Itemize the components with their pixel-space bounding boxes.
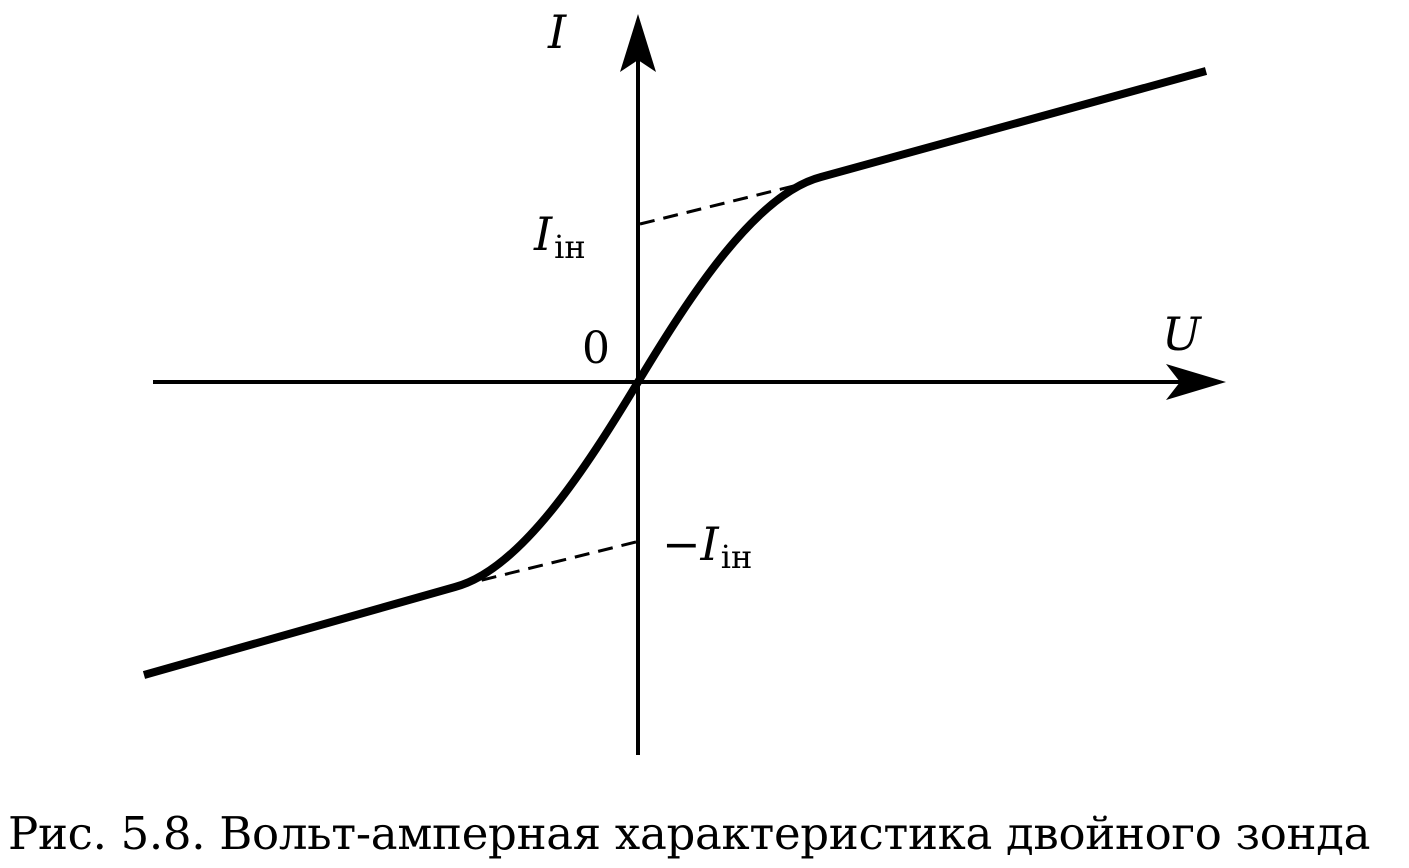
saturation-current-negative-label: −Iiн — [662, 517, 752, 576]
i-axis — [620, 14, 656, 755]
saturation-current-positive-subscript: iн — [554, 228, 586, 266]
iv-curve — [142, 67, 1208, 679]
iv-characteristic-diagram: I U 0 Iiн −Iiн — [142, 5, 1226, 755]
saturation-current-positive-main: I — [533, 207, 553, 261]
u-axis — [153, 364, 1226, 400]
i-axis-arrowhead-icon — [620, 14, 656, 72]
u-axis-label: U — [1162, 307, 1203, 361]
u-axis-arrowhead-icon — [1166, 364, 1226, 400]
saturation-current-negative-main: −I — [662, 517, 720, 571]
lower-asymptote-dashed — [457, 540, 637, 588]
saturation-current-negative-subscript: iн — [721, 538, 753, 576]
saturation-current-positive-label: Iiн — [533, 207, 586, 266]
i-axis-label: I — [547, 5, 567, 59]
origin-label: 0 — [582, 323, 610, 374]
upper-asymptote-dashed — [639, 178, 819, 226]
figure-caption: Рис. 5.8. Вольт-амперная характеристика … — [8, 807, 1371, 860]
